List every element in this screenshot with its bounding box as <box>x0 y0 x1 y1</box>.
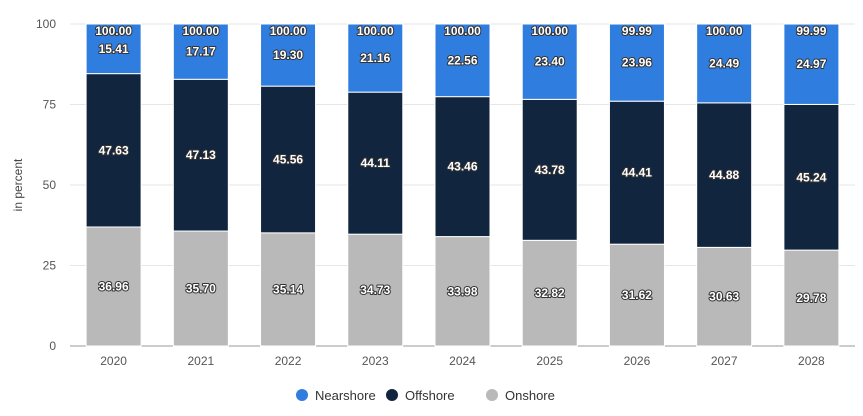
bar-segment-nearshore <box>347 23 404 93</box>
x-tick-label: 2023 <box>362 354 389 368</box>
bar-segment-offshore <box>696 102 753 248</box>
legend-label: Onshore <box>505 388 555 403</box>
data-label: 31.62 <box>622 288 652 302</box>
data-label: 44.11 <box>361 156 391 170</box>
x-tick-label: 2028 <box>798 354 825 368</box>
data-label: 44.88 <box>709 168 739 182</box>
y-tick-label: 100 <box>36 17 56 31</box>
data-label: 47.63 <box>99 143 129 157</box>
data-label: 23.96 <box>622 56 652 70</box>
x-tick-label: 2020 <box>100 354 127 368</box>
y-tick-label: 0 <box>49 339 56 353</box>
bar-segment-offshore <box>434 96 491 238</box>
data-label: 35.70 <box>186 282 216 296</box>
data-label: 15.41 <box>99 42 129 56</box>
bar-segment-onshore <box>521 239 578 347</box>
data-labels: 36.96 47.63 15.41 100.00 35.70 47.13 17.17 100.… <box>94 23 827 306</box>
total-label: 99.99 <box>622 24 652 38</box>
bar-segment-nearshore <box>783 23 840 105</box>
bar-segment-onshore <box>85 226 142 347</box>
bar-segment-nearshore <box>521 23 578 100</box>
bar-segment-offshore <box>85 73 142 228</box>
data-label: 23.40 <box>535 55 565 69</box>
data-label: 34.73 <box>360 283 390 297</box>
x-tick-label: 2025 <box>536 354 563 368</box>
data-label: 43.78 <box>535 163 565 177</box>
bar-segment-offshore <box>260 85 317 234</box>
data-label: 36.96 <box>99 279 129 293</box>
data-label: 45.24 <box>796 170 826 184</box>
legend-label: Nearshore <box>315 388 376 403</box>
total-label: 100.00 <box>531 24 568 38</box>
bar-segment-nearshore <box>434 23 491 98</box>
data-label: 47.13 <box>186 148 216 162</box>
x-tick-label: 2027 <box>711 354 738 368</box>
total-label: 100.00 <box>444 24 481 38</box>
data-label: 32.82 <box>535 286 565 300</box>
bar-segment-offshore <box>521 98 578 241</box>
total-label: 100.00 <box>182 24 219 38</box>
x-tick-label: 2022 <box>275 354 302 368</box>
bars <box>85 23 840 347</box>
bar-segment-offshore <box>783 103 840 251</box>
total-label: 99.99 <box>796 24 826 38</box>
bar-segment-offshore <box>347 91 404 235</box>
data-label: 45.56 <box>273 152 303 166</box>
data-label: 24.49 <box>709 56 739 70</box>
total-label: 100.00 <box>706 24 743 38</box>
bar-segment-onshore <box>608 243 665 347</box>
data-label: 30.63 <box>709 290 739 304</box>
x-tick-label: 2024 <box>449 354 476 368</box>
bar-segment-onshore <box>347 233 404 347</box>
data-label: 33.98 <box>447 284 477 298</box>
bar-segment-onshore <box>260 232 317 347</box>
axes: 0 25 50 75 100 in percent 2020 2021 2022 2023 2024… <box>11 17 825 368</box>
data-label: 21.16 <box>360 51 390 65</box>
data-label: 22.56 <box>447 53 477 67</box>
legend-marker <box>296 389 308 401</box>
legend-label: Offshore <box>405 388 455 403</box>
x-tick-label: 2026 <box>624 354 651 368</box>
legend-marker <box>486 389 498 401</box>
total-label: 100.00 <box>95 24 132 38</box>
y-axis-title: in percent <box>11 158 25 211</box>
bar-segment-onshore <box>434 236 491 347</box>
total-label: 100.00 <box>270 24 307 38</box>
data-label: 29.78 <box>796 291 826 305</box>
bar-segment-offshore <box>608 100 665 245</box>
data-label: 43.46 <box>447 160 477 174</box>
data-label: 44.41 <box>622 166 652 180</box>
data-label: 35.14 <box>273 282 303 296</box>
data-label: 19.30 <box>273 48 303 62</box>
y-tick-label: 50 <box>43 178 57 192</box>
bar-segment-nearshore <box>172 23 229 80</box>
bar-segment-nearshore <box>696 23 753 104</box>
legend: Nearshore Offshore Onshore <box>296 388 555 403</box>
total-label: 100.00 <box>357 24 394 38</box>
y-tick-label: 25 <box>43 259 57 273</box>
legend-marker <box>386 389 398 401</box>
bar-segment-nearshore <box>608 23 665 102</box>
data-label: 24.97 <box>796 57 826 71</box>
bar-segment-nearshore <box>260 23 317 87</box>
bar-segment-onshore <box>696 246 753 347</box>
bar-segment-nearshore <box>85 23 142 75</box>
bar-segment-onshore <box>783 249 840 347</box>
y-tick-label: 75 <box>43 98 57 112</box>
x-tick-label: 2021 <box>187 354 214 368</box>
data-label: 17.17 <box>186 45 216 59</box>
